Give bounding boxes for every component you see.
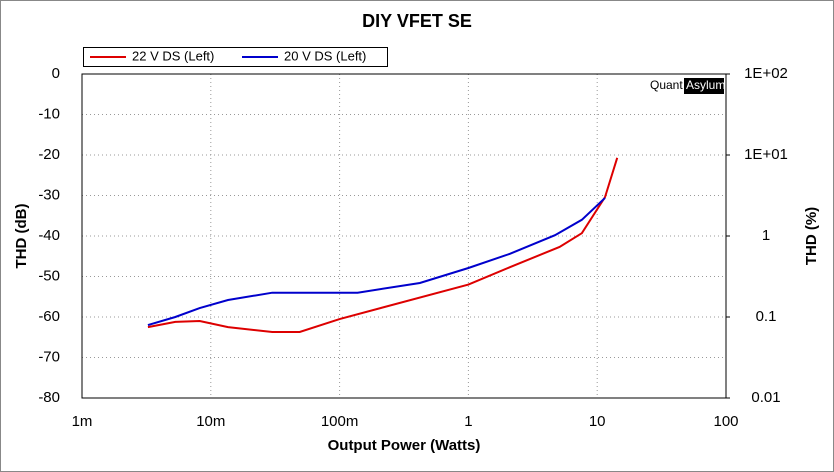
y2-tick-label: 1	[762, 227, 770, 244]
legend-label: 22 V DS (Left)	[132, 48, 214, 63]
legend-box	[83, 47, 388, 67]
plot-area	[81, 73, 727, 399]
watermark: Asylum	[686, 78, 725, 92]
y-tick-label: -30	[38, 186, 60, 203]
y-tick-label: -50	[38, 267, 60, 284]
x-tick-label: 10	[589, 413, 606, 430]
series-line	[147, 197, 606, 327]
y-tick-label: -70	[38, 348, 60, 365]
watermark-box	[684, 78, 724, 94]
y-axis-label: THD (dB)	[13, 204, 30, 269]
y2-tick-label: 1E+01	[744, 146, 788, 163]
y2-axis-label: THD (%)	[803, 207, 820, 265]
watermark: Quant	[650, 78, 683, 92]
x-axis-label: Output Power (Watts)	[328, 437, 481, 454]
chart-title: DIY VFET SE	[362, 11, 472, 31]
y2-tick-label: 0.1	[756, 308, 777, 325]
y-tick-label: -60	[38, 308, 60, 325]
series-line	[147, 157, 619, 333]
y2-tick-label: 1E+02	[744, 65, 788, 82]
x-tick-label: 1m	[72, 413, 93, 430]
x-tick-label: 100m	[321, 413, 359, 430]
x-tick-label: 100	[713, 413, 738, 430]
y2-tick-label: 0.01	[751, 389, 780, 406]
y-tick-label: -40	[38, 227, 60, 244]
y-tick-label: -10	[38, 105, 60, 122]
x-tick-label: 1	[464, 413, 472, 430]
y-tick-label: 0	[52, 65, 60, 82]
y-tick-label: -20	[38, 146, 60, 163]
legend-label: 20 V DS (Left)	[284, 48, 366, 63]
y-tick-label: -80	[38, 389, 60, 406]
x-tick-label: 10m	[196, 413, 225, 430]
